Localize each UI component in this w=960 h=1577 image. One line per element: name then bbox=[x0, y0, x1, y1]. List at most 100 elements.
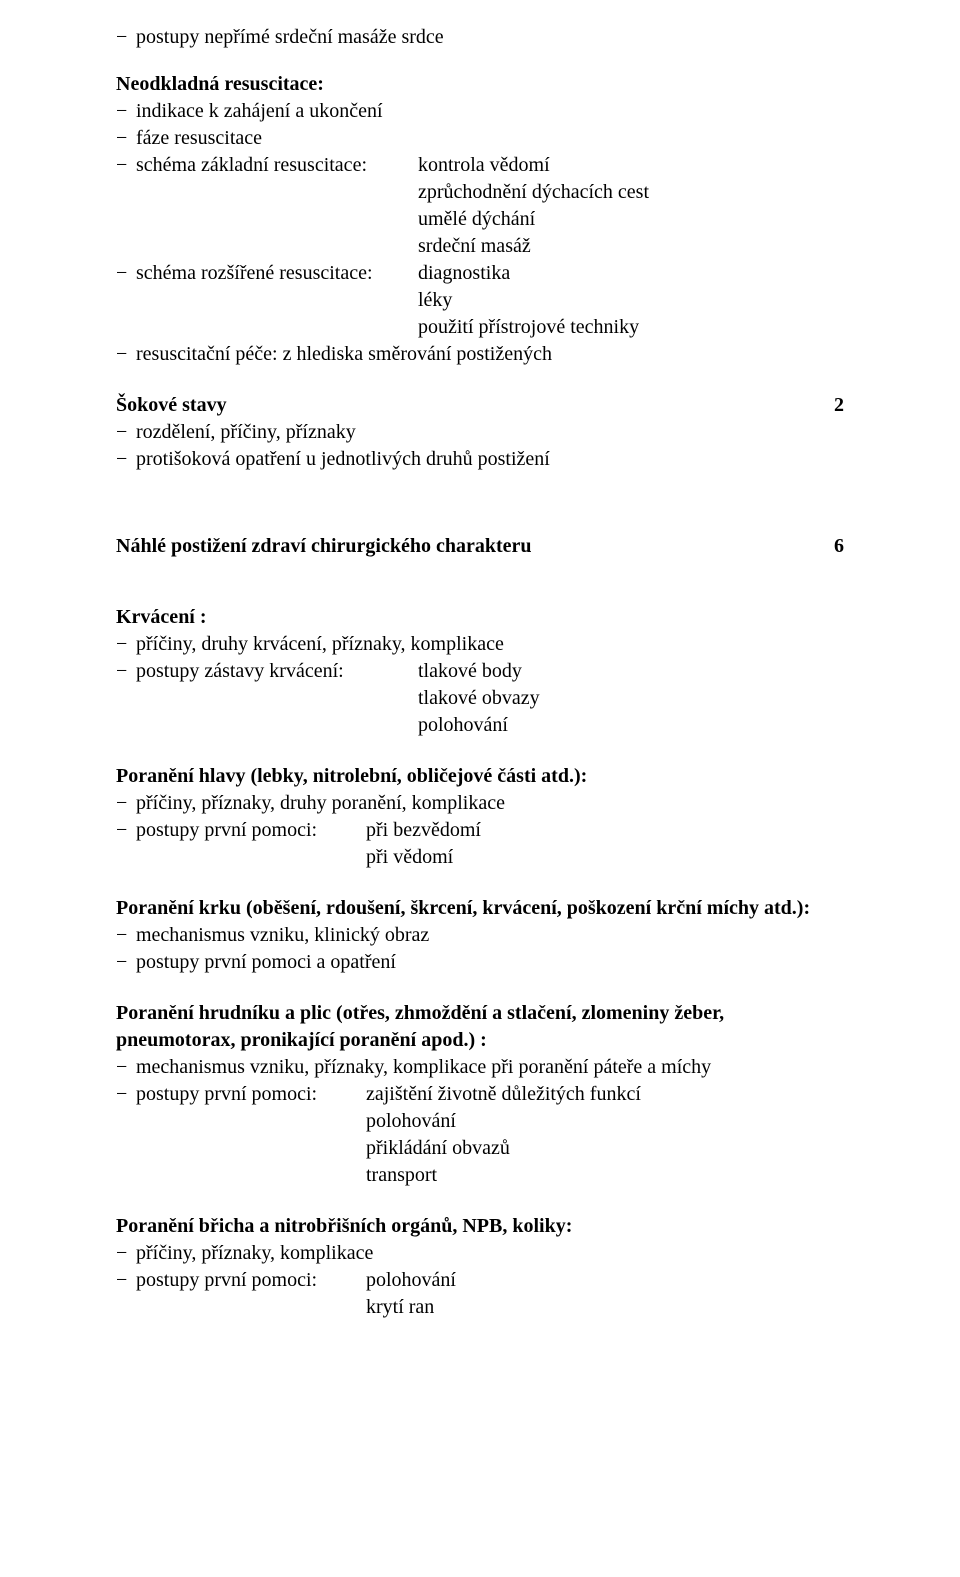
bullet-dash: − bbox=[116, 125, 136, 152]
bullet-dash: − bbox=[116, 446, 136, 473]
list-item: − fáze resuscitace bbox=[116, 125, 844, 152]
bullet-dash: − bbox=[116, 152, 136, 179]
list-item-value: použití přístrojové techniky bbox=[418, 314, 844, 341]
list-item-label: postupy zástavy krvácení: bbox=[136, 658, 418, 685]
list-item-value: při bezvědomí bbox=[366, 817, 844, 844]
list-item-value: polohování bbox=[418, 712, 844, 739]
list-item: − resuscitační péče: z hlediska směrován… bbox=[116, 341, 844, 368]
list-item: − schéma rozšířené resuscitace: diagnost… bbox=[116, 260, 844, 287]
list-item-cont: polohování bbox=[116, 712, 844, 739]
section-header-row: Šokové stavy 2 bbox=[116, 392, 844, 419]
bullet-dash: − bbox=[116, 922, 136, 949]
bullet-dash: − bbox=[116, 341, 136, 368]
section-sokove-stavy: Šokové stavy 2 − rozdělení, příčiny, pří… bbox=[116, 392, 844, 473]
bullet-dash: − bbox=[116, 658, 136, 685]
bullet-dash: − bbox=[116, 817, 136, 844]
section-number: 6 bbox=[834, 533, 844, 560]
list-item: − mechanismus vzniku, klinický obraz bbox=[116, 922, 844, 949]
list-item-cont: transport bbox=[116, 1162, 844, 1189]
list-item-value: srdeční masáž bbox=[418, 233, 844, 260]
list-item: − příčiny, druhy krvácení, příznaky, kom… bbox=[116, 631, 844, 658]
list-item-label: postupy první pomoci: bbox=[136, 1081, 366, 1108]
list-item-text: fáze resuscitace bbox=[136, 125, 844, 152]
list-item-value: umělé dýchání bbox=[418, 206, 844, 233]
list-item-text: indikace k zahájení a ukončení bbox=[136, 98, 844, 125]
list-item-value: polohování bbox=[366, 1267, 844, 1294]
list-item: − indikace k zahájení a ukončení bbox=[116, 98, 844, 125]
list-item-value: léky bbox=[418, 287, 844, 314]
list-item-text: postupy nepřímé srdeční masáže srdce bbox=[136, 24, 844, 51]
section-title: Poranění hrudníku a plic (otřes, zhmoždě… bbox=[116, 1000, 844, 1054]
section-title: Šokové stavy bbox=[116, 392, 227, 419]
list-item: − mechanismus vzniku, příznaky, komplika… bbox=[116, 1054, 844, 1081]
section-resuscitace: Neodkladná resuscitace: − indikace k zah… bbox=[116, 71, 844, 368]
list-item-label: schéma základní resuscitace: bbox=[136, 152, 418, 179]
list-item: − protišoková opatření u jednotlivých dr… bbox=[116, 446, 844, 473]
section-header-row: Náhlé postižení zdraví chirurgického cha… bbox=[116, 533, 844, 560]
list-item-text: protišoková opatření u jednotlivých druh… bbox=[136, 446, 844, 473]
section-poraneni-krku: Poranění krku (oběšení, rdoušení, škrcen… bbox=[116, 895, 844, 976]
list-item-value: tlakové obvazy bbox=[418, 685, 844, 712]
list-item-cont: srdeční masáž bbox=[116, 233, 844, 260]
list-item-text: mechanismus vzniku, příznaky, komplikace… bbox=[136, 1054, 844, 1081]
list-item-label: postupy první pomoci: bbox=[136, 817, 366, 844]
list-item-value: polohování bbox=[366, 1108, 844, 1135]
bullet-dash: − bbox=[116, 98, 136, 125]
list-item-label: postupy první pomoci: bbox=[136, 1267, 366, 1294]
list-item-text: rozdělení, příčiny, příznaky bbox=[136, 419, 844, 446]
section-number: 2 bbox=[834, 392, 844, 419]
section-poraneni-hrudniku: Poranění hrudníku a plic (otřes, zhmoždě… bbox=[116, 1000, 844, 1189]
list-item-cont: léky bbox=[116, 287, 844, 314]
list-item: − příčiny, příznaky, druhy poranění, kom… bbox=[116, 790, 844, 817]
list-item-cont: použití přístrojové techniky bbox=[116, 314, 844, 341]
list-item-cont: při vědomí bbox=[116, 844, 844, 871]
list-item-cont: zprůchodnění dýchacích cest bbox=[116, 179, 844, 206]
bullet-dash: − bbox=[116, 631, 136, 658]
list-item: − postupy nepřímé srdeční masáže srdce bbox=[116, 24, 844, 51]
section-title: Náhlé postižení zdraví chirurgického cha… bbox=[116, 533, 532, 560]
list-item-text: resuscitační péče: z hlediska směrování … bbox=[136, 341, 844, 368]
bullet-dash: − bbox=[116, 24, 136, 51]
bullet-dash: − bbox=[116, 1240, 136, 1267]
document-page: − postupy nepřímé srdeční masáže srdce N… bbox=[0, 0, 960, 1385]
list-item-cont: přikládání obvazů bbox=[116, 1135, 844, 1162]
list-item-text: postupy první pomoci a opatření bbox=[136, 949, 844, 976]
list-item-value: zajištění životně důležitých funkcí bbox=[366, 1081, 844, 1108]
list-item: − postupy první pomoci: polohování bbox=[116, 1267, 844, 1294]
list-item-value: zprůchodnění dýchacích cest bbox=[418, 179, 844, 206]
list-item: − rozdělení, příčiny, příznaky bbox=[116, 419, 844, 446]
section-poraneni-bricha: Poranění břicha a nitrobřišních orgánů, … bbox=[116, 1213, 844, 1321]
section-title: Poranění krku (oběšení, rdoušení, škrcen… bbox=[116, 895, 844, 922]
list-item-cont: krytí ran bbox=[116, 1294, 844, 1321]
section-title: Neodkladná resuscitace: bbox=[116, 71, 844, 98]
list-item-text: příčiny, příznaky, druhy poranění, kompl… bbox=[136, 790, 844, 817]
bullet-dash: − bbox=[116, 1081, 136, 1108]
list-item: − postupy první pomoci: při bezvědomí bbox=[116, 817, 844, 844]
bullet-dash: − bbox=[116, 1054, 136, 1081]
list-item-value: kontrola vědomí bbox=[418, 152, 844, 179]
bullet-dash: − bbox=[116, 1267, 136, 1294]
list-item: − postupy první pomoci a opatření bbox=[116, 949, 844, 976]
section-nahle-postizeni: Náhlé postižení zdraví chirurgického cha… bbox=[116, 533, 844, 560]
list-item-text: příčiny, druhy krvácení, příznaky, kompl… bbox=[136, 631, 844, 658]
list-item-text: příčiny, příznaky, komplikace bbox=[136, 1240, 844, 1267]
bullet-dash: − bbox=[116, 790, 136, 817]
bullet-dash: − bbox=[116, 260, 136, 287]
list-item-cont: tlakové obvazy bbox=[116, 685, 844, 712]
list-item-cont: polohování bbox=[116, 1108, 844, 1135]
section-title: Krvácení : bbox=[116, 604, 844, 631]
list-item-text: mechanismus vzniku, klinický obraz bbox=[136, 922, 844, 949]
section-title: Poranění břicha a nitrobřišních orgánů, … bbox=[116, 1213, 844, 1240]
list-item: − schéma základní resuscitace: kontrola … bbox=[116, 152, 844, 179]
list-item-label: schéma rozšířené resuscitace: bbox=[136, 260, 418, 287]
list-item: − příčiny, příznaky, komplikace bbox=[116, 1240, 844, 1267]
list-item-value: krytí ran bbox=[366, 1294, 844, 1321]
bullet-dash: − bbox=[116, 419, 136, 446]
list-item-value: při vědomí bbox=[366, 844, 844, 871]
list-item: − postupy zástavy krvácení: tlakové body bbox=[116, 658, 844, 685]
list-item-value: přikládání obvazů bbox=[366, 1135, 844, 1162]
list-item-value: transport bbox=[366, 1162, 844, 1189]
list-item: − postupy první pomoci: zajištění životn… bbox=[116, 1081, 844, 1108]
list-item-value: tlakové body bbox=[418, 658, 844, 685]
section-krvaceni: Krvácení : − příčiny, druhy krvácení, př… bbox=[116, 604, 844, 739]
